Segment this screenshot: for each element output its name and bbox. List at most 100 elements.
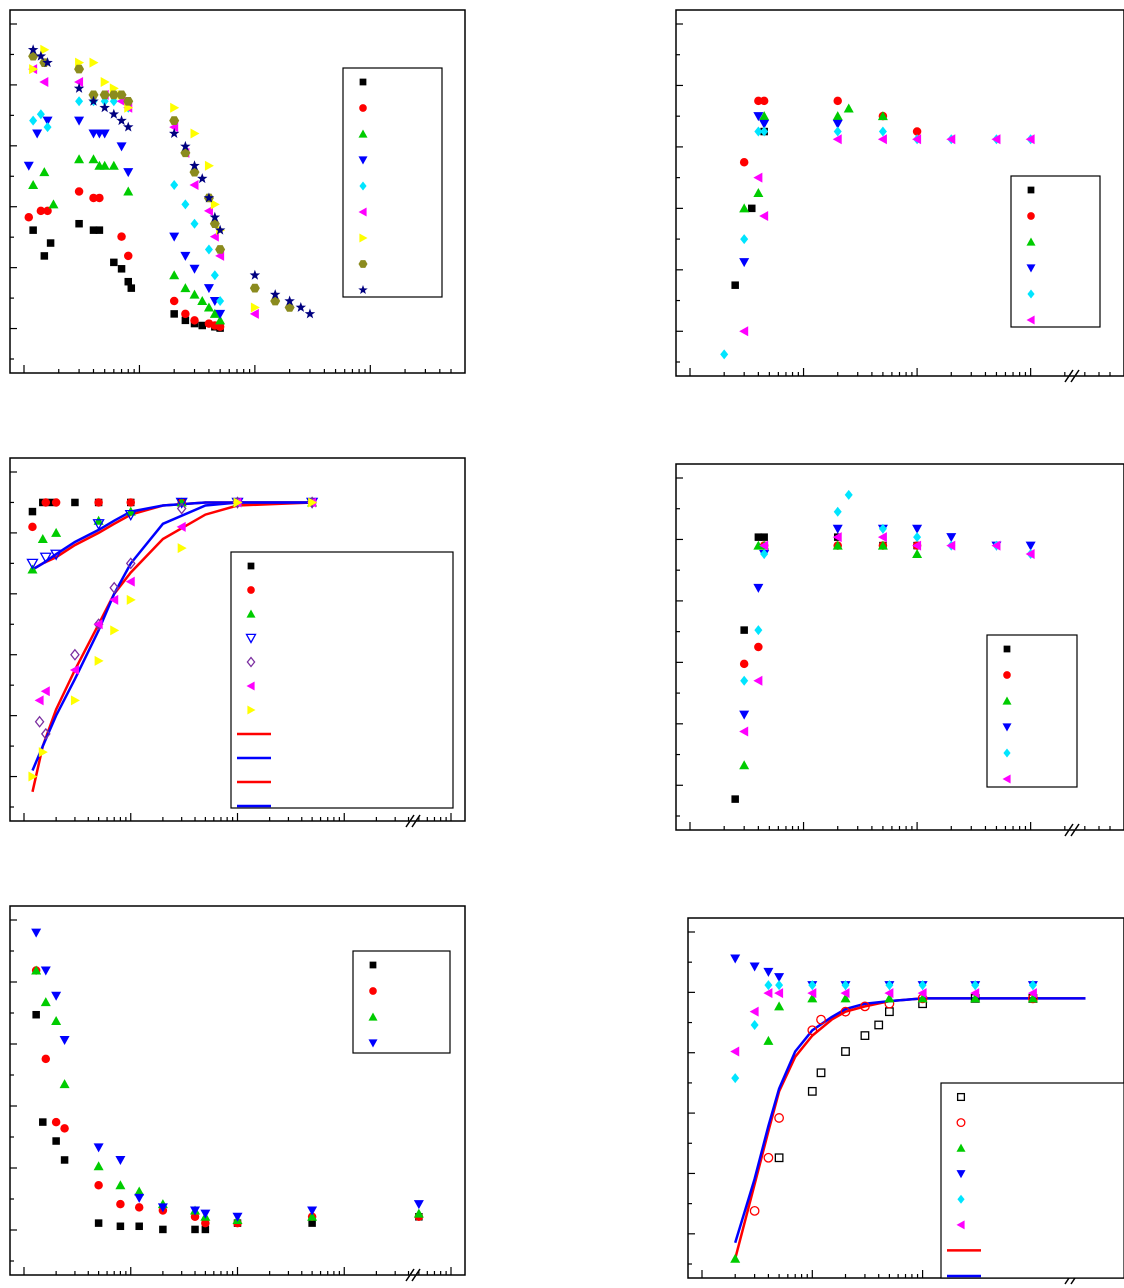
- axis-break-mark: [411, 814, 421, 828]
- data-point: [170, 310, 178, 318]
- data-point: [69, 664, 79, 675]
- data-point: [38, 747, 48, 758]
- data-point: [203, 302, 214, 312]
- series-2: [730, 993, 1038, 1263]
- data-point: [832, 119, 843, 129]
- data-point: [913, 532, 922, 543]
- data-point: [860, 1031, 870, 1040]
- data-point: [912, 540, 922, 551]
- data-point: [204, 160, 214, 171]
- data-point: [74, 187, 84, 196]
- data-point: [884, 1007, 894, 1017]
- data-point: [134, 1186, 145, 1196]
- data-point: [88, 95, 99, 106]
- data-point: [125, 557, 136, 570]
- data-point: [59, 1079, 70, 1089]
- legend-middle-left: [230, 551, 454, 809]
- data-point: [117, 265, 126, 273]
- legend-marker: [1002, 696, 1012, 705]
- data-point: [740, 234, 749, 245]
- data-point: [200, 1209, 211, 1219]
- data-point: [912, 549, 923, 559]
- data-point: [270, 296, 281, 306]
- axis-break-mark: [405, 1268, 415, 1282]
- data-point: [52, 1137, 60, 1145]
- data-point: [23, 161, 34, 171]
- data-point: [180, 140, 191, 151]
- legend-marker: [1003, 748, 1011, 758]
- data-point: [189, 160, 200, 171]
- data-point: [51, 498, 61, 507]
- data-point: [763, 1035, 774, 1045]
- data-point: [94, 498, 103, 507]
- legend-marker: [359, 104, 367, 112]
- data-point: [115, 1180, 126, 1190]
- data-point: [201, 1218, 210, 1228]
- data-point: [739, 158, 749, 167]
- data-point: [50, 549, 63, 561]
- data-point: [201, 1225, 210, 1234]
- data-point: [116, 90, 127, 100]
- data-point: [233, 497, 243, 508]
- data-point: [413, 1200, 424, 1210]
- axis-break-mark: [405, 814, 415, 828]
- data-point: [40, 44, 50, 55]
- data-point: [39, 1118, 47, 1126]
- data-point: [39, 167, 50, 177]
- data-point: [123, 168, 134, 178]
- data-point: [232, 1212, 243, 1222]
- data-point: [92, 519, 105, 531]
- data-point: [754, 126, 763, 137]
- data-point: [764, 980, 773, 991]
- data-point: [970, 993, 981, 1003]
- data-point: [124, 251, 133, 261]
- data-point: [70, 695, 80, 706]
- data-point: [774, 1001, 785, 1011]
- data-point: [46, 239, 55, 247]
- data-point: [754, 625, 763, 636]
- series-2: [28, 154, 226, 325]
- data-point: [832, 524, 843, 534]
- data-point: [774, 973, 785, 983]
- data-point: [189, 167, 200, 177]
- data-point: [51, 1016, 62, 1026]
- data-point: [99, 90, 110, 100]
- data-point: [198, 321, 206, 330]
- data-point: [759, 540, 769, 551]
- data-point: [27, 44, 39, 55]
- data-point: [181, 199, 190, 210]
- data-point: [209, 219, 220, 229]
- data-point: [99, 102, 110, 113]
- data-point: [833, 506, 842, 517]
- fit-line-3: [31, 501, 313, 571]
- legend-marker: [1027, 186, 1035, 194]
- legend-box: [940, 1082, 1124, 1279]
- data-point: [832, 540, 843, 550]
- data-point: [912, 524, 923, 534]
- data-point: [43, 206, 52, 216]
- data-point: [60, 1124, 69, 1133]
- legend-marker: [358, 129, 368, 138]
- data-point: [774, 988, 784, 999]
- axis-break-mark: [1070, 823, 1080, 837]
- data-point: [214, 224, 226, 235]
- axis-break-mark: [1064, 823, 1074, 837]
- legend-marker: [1026, 264, 1036, 273]
- data-point: [189, 289, 200, 299]
- legend-box: [986, 634, 1078, 788]
- data-point: [94, 655, 104, 666]
- data-point: [209, 297, 220, 307]
- data-point: [100, 76, 110, 87]
- legend-marker: [1026, 237, 1036, 246]
- data-point: [176, 502, 187, 515]
- legend-box: [230, 551, 454, 809]
- data-point: [833, 96, 842, 106]
- data-point: [175, 497, 188, 509]
- data-point: [42, 57, 53, 68]
- data-point: [190, 1206, 201, 1216]
- data-point: [308, 1219, 316, 1227]
- data-point: [197, 173, 208, 184]
- data-point: [308, 497, 318, 508]
- data-point: [754, 533, 763, 541]
- data-point: [75, 96, 84, 107]
